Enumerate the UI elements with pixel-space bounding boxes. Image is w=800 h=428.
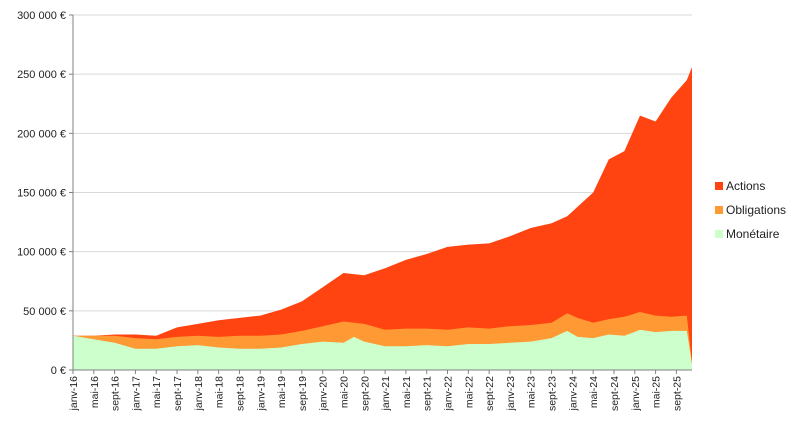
x-tick-label: sept-17 bbox=[172, 376, 184, 411]
y-tick-labels: 0 € 50 000 € 100 000 € 150 000 € 200 000 € 25… bbox=[17, 10, 66, 377]
legend-swatch bbox=[715, 206, 723, 214]
x-tick-label: janv-18 bbox=[193, 376, 205, 412]
y-tick-label: 50 000 € bbox=[23, 306, 66, 318]
y-tick-label: 150 000 € bbox=[17, 188, 66, 200]
x-tick-label: sept-16 bbox=[110, 376, 122, 411]
x-tick-label: sept-23 bbox=[547, 376, 559, 411]
series-area-monetaire bbox=[73, 329, 692, 370]
x-tick-labels: janv-16 mai-16 sept-16 janv-17 mai-17 sept-17… bbox=[68, 376, 683, 412]
legend-label: Actions bbox=[726, 179, 765, 193]
x-tick-label: janv-20 bbox=[318, 376, 330, 412]
plot-areas bbox=[73, 67, 692, 370]
x-tick-label: janv-19 bbox=[255, 376, 267, 412]
x-tick-label: mai-22 bbox=[463, 376, 475, 408]
legend: Actions Obligations Monétaire bbox=[715, 179, 786, 241]
y-tick-label: 250 000 € bbox=[17, 69, 66, 81]
x-tick-label: sept-22 bbox=[484, 376, 496, 411]
axes bbox=[69, 14, 692, 374]
x-tick-label: mai-25 bbox=[651, 376, 663, 408]
x-tick-label: mai-18 bbox=[214, 376, 226, 408]
x-tick-label: janv-24 bbox=[567, 376, 579, 412]
x-tick-label: sept-25 bbox=[671, 376, 683, 411]
y-tick-label: 200 000 € bbox=[17, 128, 66, 140]
x-tick-label: mai-21 bbox=[401, 376, 413, 408]
x-tick-label: janv-17 bbox=[130, 376, 142, 412]
x-tick-label: mai-19 bbox=[276, 376, 288, 408]
x-tick-label: mai-17 bbox=[151, 376, 163, 408]
y-tick-label: 0 € bbox=[51, 365, 66, 377]
y-tick-label: 300 000 € bbox=[17, 10, 66, 22]
x-tick-label: janv-23 bbox=[505, 376, 517, 412]
x-tick-label: sept-20 bbox=[359, 376, 371, 411]
series-area-actions bbox=[73, 67, 692, 370]
x-tick-label: mai-20 bbox=[339, 376, 351, 408]
x-tick-label: sept-19 bbox=[297, 376, 309, 411]
x-tick-label: janv-16 bbox=[68, 376, 80, 412]
x-tick-label: mai-24 bbox=[588, 376, 600, 408]
x-tick-label: janv-21 bbox=[380, 376, 392, 412]
y-tick-label: 100 000 € bbox=[17, 247, 66, 259]
legend-label: Monétaire bbox=[726, 227, 780, 241]
legend-label: Obligations bbox=[726, 203, 786, 217]
x-tick-label: mai-16 bbox=[89, 376, 101, 408]
legend-swatch bbox=[715, 230, 723, 238]
legend-swatch bbox=[715, 182, 723, 190]
x-tick-label: sept-24 bbox=[609, 376, 621, 411]
x-tick-label: sept-21 bbox=[422, 376, 434, 411]
x-tick-label: sept-18 bbox=[235, 376, 247, 411]
x-tick-label: janv-22 bbox=[443, 376, 455, 412]
x-tick-label: janv-25 bbox=[630, 376, 642, 412]
x-tick-label: mai-23 bbox=[526, 376, 538, 408]
